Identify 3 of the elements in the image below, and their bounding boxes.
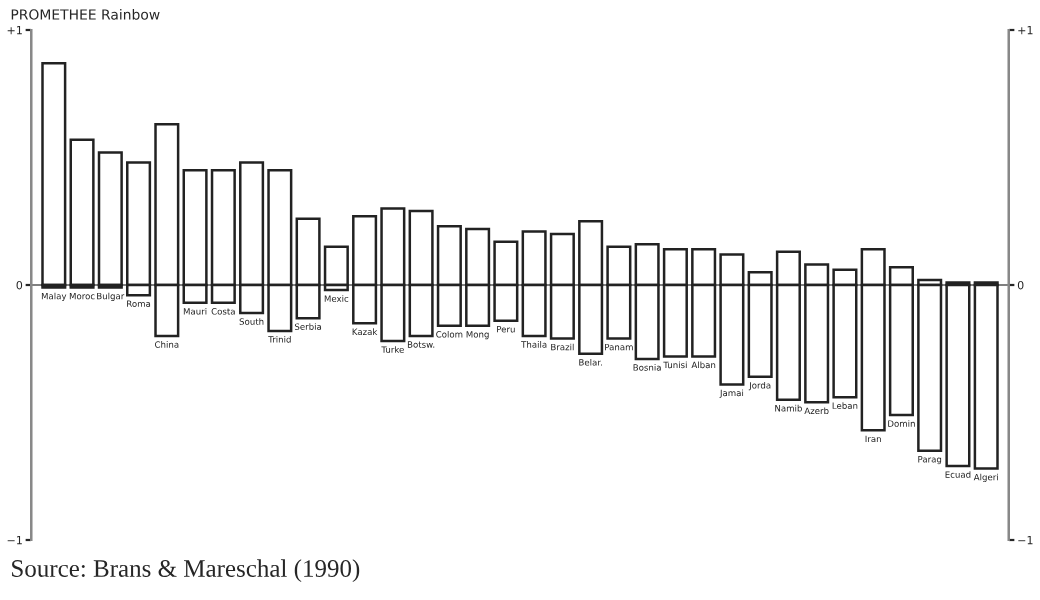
bar — [41, 61, 67, 287]
bar — [973, 283, 999, 470]
source-note: Source: Brans & Mareschal (1990) — [12, 559, 360, 582]
